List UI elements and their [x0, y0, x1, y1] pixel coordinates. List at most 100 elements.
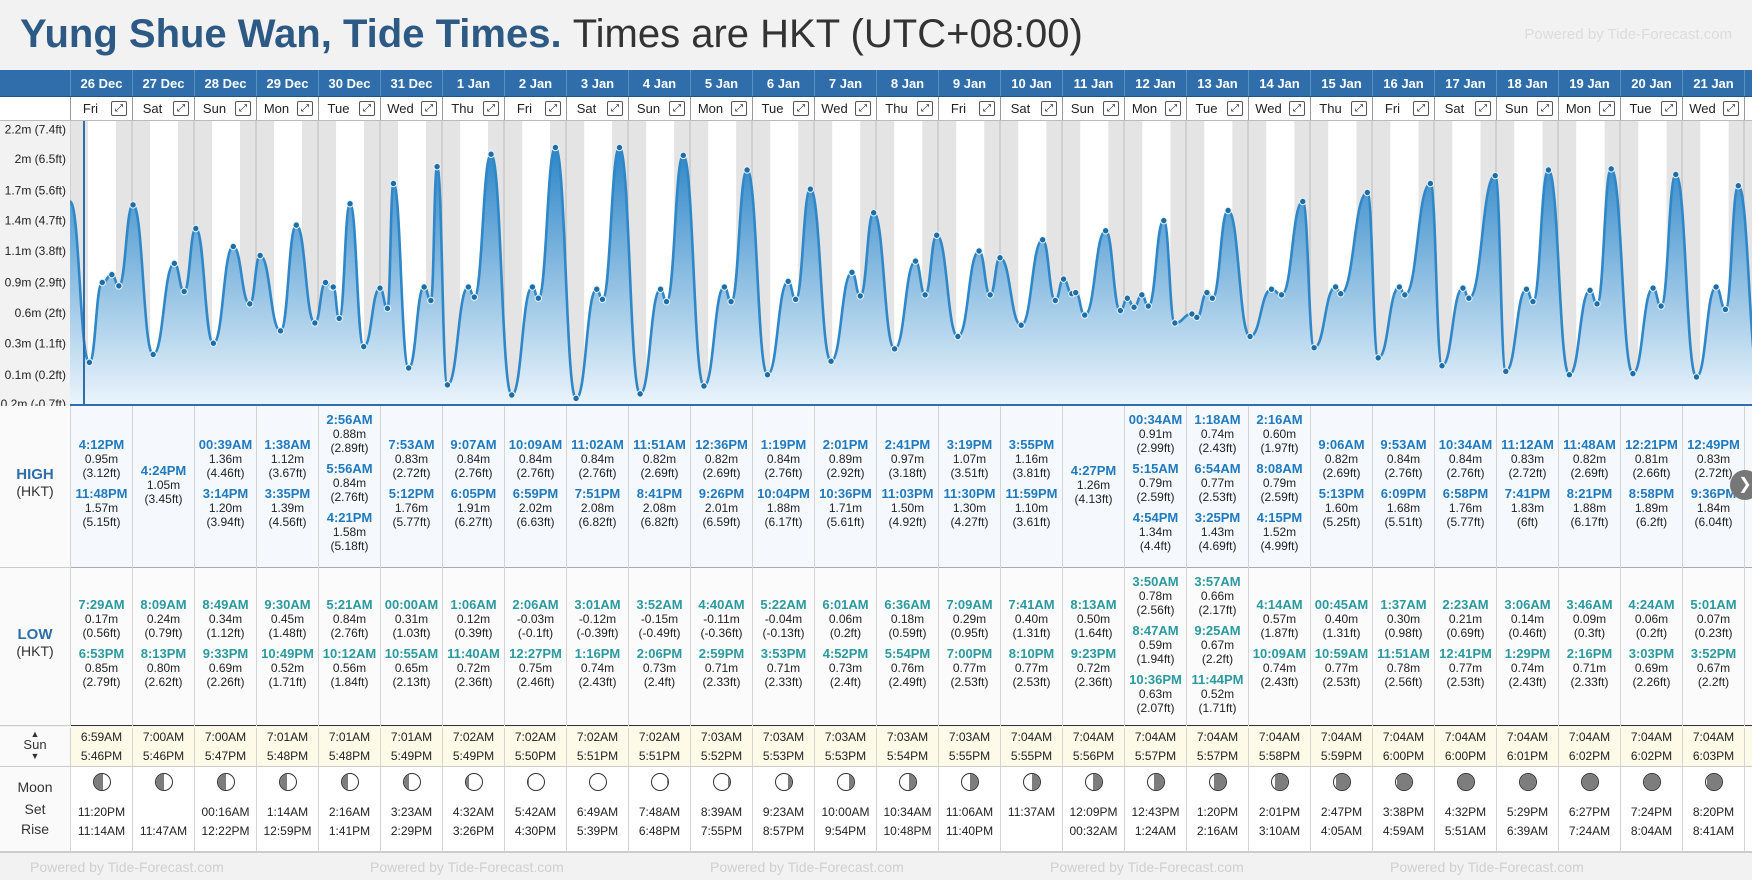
tide-point[interactable]: [1502, 367, 1510, 376]
tide-point[interactable]: [1299, 197, 1307, 206]
tide-point[interactable]: [1529, 297, 1537, 306]
expand-icon[interactable]: ⤢: [1103, 101, 1119, 116]
tide-point[interactable]: [1465, 294, 1473, 302]
tide-point[interactable]: [1721, 305, 1730, 314]
tide-point[interactable]: [1116, 306, 1125, 315]
tide-point[interactable]: [1059, 275, 1068, 283]
tide-point[interactable]: [1607, 165, 1615, 173]
tide-point[interactable]: [534, 294, 543, 302]
tide-point[interactable]: [1188, 310, 1196, 318]
tide-point[interactable]: [656, 285, 665, 293]
tide-point[interactable]: [827, 357, 835, 365]
tide-point[interactable]: [784, 277, 792, 286]
tide-point[interactable]: [443, 381, 452, 389]
tide-point[interactable]: [593, 285, 601, 293]
tide-point[interactable]: [427, 296, 435, 305]
tide-point[interactable]: [1123, 294, 1132, 302]
tide-point[interactable]: [98, 278, 106, 287]
expand-icon[interactable]: ⤢: [855, 101, 871, 116]
tide-point[interactable]: [572, 394, 580, 403]
tide-point[interactable]: [1363, 188, 1372, 197]
tide-point[interactable]: [1144, 302, 1152, 310]
tide-point[interactable]: [1203, 288, 1211, 297]
tide-point[interactable]: [1459, 284, 1467, 292]
expand-icon[interactable]: ⤢: [1289, 101, 1305, 116]
tide-point[interactable]: [1522, 285, 1531, 293]
tide-point[interactable]: [1101, 227, 1110, 235]
tide-point[interactable]: [528, 283, 537, 291]
tide-point[interactable]: [1171, 319, 1179, 327]
tide-point[interactable]: [1672, 170, 1680, 179]
tide-point[interactable]: [1081, 311, 1089, 319]
tide-point[interactable]: [791, 295, 800, 304]
tide-point[interactable]: [420, 283, 428, 291]
tide-point[interactable]: [335, 314, 343, 323]
expand-icon[interactable]: ⤢: [1475, 101, 1491, 116]
tide-point[interactable]: [662, 297, 671, 306]
tide-point[interactable]: [1310, 344, 1318, 352]
tide-point[interactable]: [1593, 300, 1601, 308]
tide-point[interactable]: [276, 327, 285, 335]
expand-icon[interactable]: ⤢: [1537, 101, 1553, 116]
tide-point[interactable]: [1160, 216, 1168, 225]
tide-point[interactable]: [1267, 285, 1276, 293]
tide-point[interactable]: [598, 295, 607, 304]
tide-point[interactable]: [1017, 321, 1025, 329]
tide-point[interactable]: [986, 291, 994, 299]
tide-point[interactable]: [1629, 369, 1637, 378]
tide-point[interactable]: [1734, 182, 1743, 190]
tide-point[interactable]: [470, 293, 478, 301]
expand-icon[interactable]: ⤢: [173, 101, 189, 116]
tide-point[interactable]: [376, 284, 384, 292]
tide-point[interactable]: [487, 150, 495, 158]
tide-point[interactable]: [321, 278, 330, 287]
tide-point[interactable]: [292, 221, 300, 229]
tide-point[interactable]: [636, 390, 644, 398]
tide-point[interactable]: [404, 364, 413, 372]
expand-icon[interactable]: ⤢: [297, 101, 313, 116]
tide-point[interactable]: [806, 185, 815, 193]
tide-point[interactable]: [1071, 288, 1080, 297]
tide-point[interactable]: [700, 382, 708, 390]
tide-point[interactable]: [108, 270, 116, 279]
tide-point[interactable]: [433, 162, 441, 171]
expand-icon[interactable]: ⤢: [979, 101, 995, 116]
tide-point[interactable]: [1337, 290, 1345, 298]
tide-point[interactable]: [180, 287, 188, 296]
expand-icon[interactable]: ⤢: [483, 101, 499, 116]
tide-point[interactable]: [763, 371, 772, 379]
expand-icon[interactable]: ⤢: [1165, 101, 1181, 116]
tide-point[interactable]: [1246, 332, 1254, 341]
powered-by[interactable]: Powered by Tide-Forecast.com: [1524, 26, 1732, 43]
expand-icon[interactable]: ⤢: [1413, 101, 1429, 116]
tide-point[interactable]: [1130, 303, 1138, 311]
tide-point[interactable]: [911, 257, 920, 265]
tide-point[interactable]: [246, 300, 254, 308]
scroll-next-icon[interactable]: ❯: [1730, 470, 1752, 500]
expand-icon[interactable]: ⤢: [421, 101, 437, 116]
tide-point[interactable]: [890, 345, 899, 353]
tide-point[interactable]: [869, 209, 878, 217]
tide-point[interactable]: [615, 143, 624, 152]
tide-point[interactable]: [1193, 313, 1201, 322]
tide-point[interactable]: [1649, 284, 1657, 292]
tide-point[interactable]: [1331, 283, 1340, 291]
expand-icon[interactable]: ⤢: [1351, 101, 1367, 116]
tide-point[interactable]: [85, 358, 94, 367]
tide-point[interactable]: [996, 254, 1004, 262]
tide-point[interactable]: [170, 259, 179, 268]
tide-point[interactable]: [311, 319, 319, 327]
tide-point[interactable]: [933, 231, 941, 239]
tide-point[interactable]: [1051, 296, 1059, 305]
tide-point[interactable]: [954, 332, 962, 341]
tide-point[interactable]: [464, 283, 473, 291]
tide-point[interactable]: [1491, 171, 1499, 180]
tide-point[interactable]: [360, 342, 368, 351]
expand-icon[interactable]: ⤢: [545, 101, 561, 116]
tide-point[interactable]: [229, 242, 237, 251]
expand-icon[interactable]: ⤢: [1723, 101, 1739, 116]
tide-point[interactable]: [1586, 286, 1594, 295]
expand-icon[interactable]: ⤢: [1041, 101, 1057, 116]
tide-point[interactable]: [1565, 371, 1574, 379]
tide-point[interactable]: [679, 151, 687, 160]
